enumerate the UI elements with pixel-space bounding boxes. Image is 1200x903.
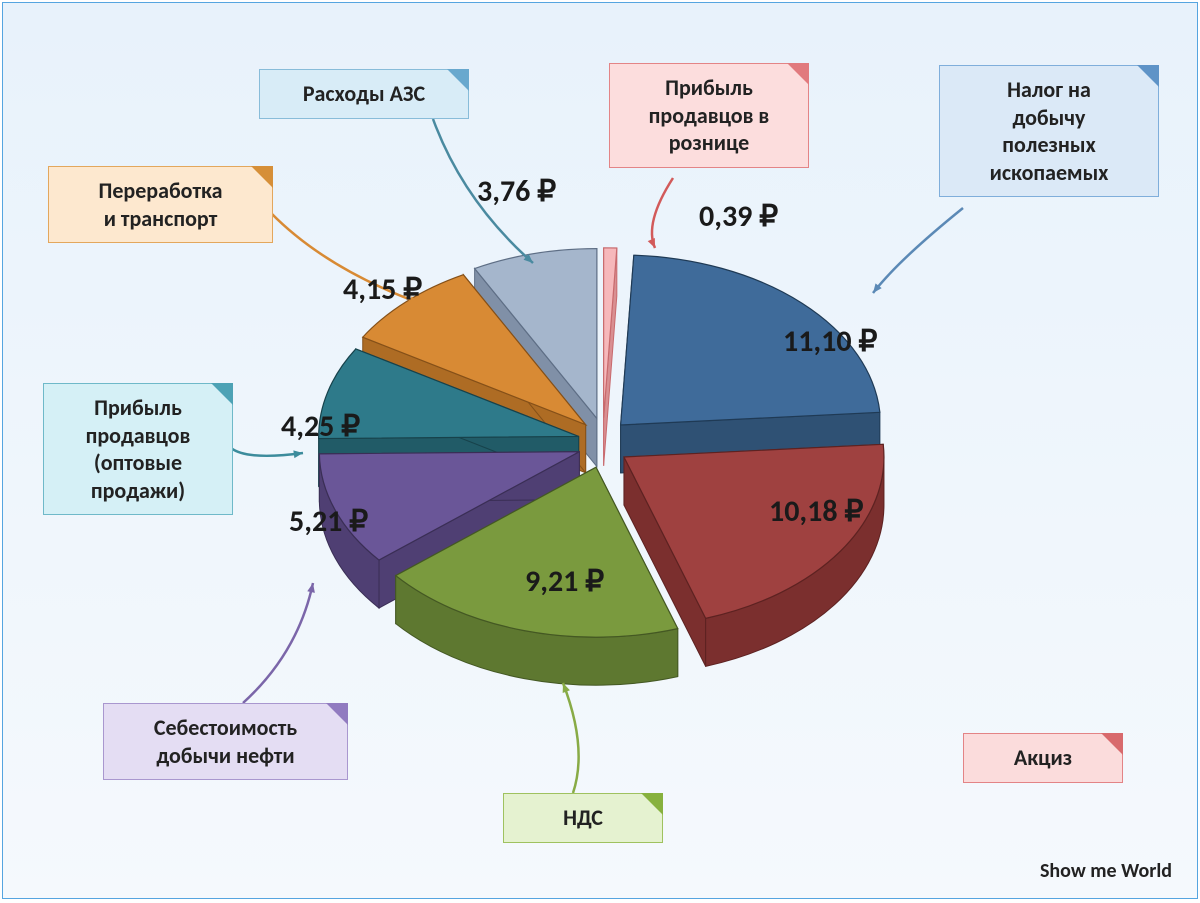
- callout-vat: НДС: [503, 793, 663, 843]
- leader-cost_extraction: [243, 583, 313, 703]
- watermark: Show me World: [1040, 859, 1172, 883]
- value-cost_extraction: 5,21 ₽: [289, 503, 368, 540]
- callout-processing_transport: Переработка и транспорт: [48, 166, 273, 243]
- value-mineral_tax: 11,10 ₽: [783, 323, 877, 360]
- value-excise: 10,18 ₽: [769, 493, 863, 530]
- leader-retail_profit: [652, 178, 673, 248]
- callout-azs_expenses: Расходы АЗС: [259, 69, 469, 119]
- callout-fold-wholesale_profit: [211, 383, 233, 405]
- callout-fold-excise: [1101, 733, 1123, 755]
- callout-retail_profit: Прибыль продавцов в рознице: [609, 63, 809, 168]
- callout-fold-mineral_tax: [1137, 65, 1159, 87]
- leader-wholesale_profit: [231, 448, 303, 456]
- leader-mineral_tax: [873, 208, 963, 293]
- value-azs_expenses: 3,76 ₽: [477, 173, 556, 210]
- callout-cost_extraction: Себестоимость добычи нефти: [103, 703, 348, 780]
- callout-fold-cost_extraction: [326, 703, 348, 725]
- value-processing_transport: 4,15 ₽: [343, 271, 422, 308]
- leader-vat: [563, 683, 579, 793]
- callout-fold-retail_profit: [787, 63, 809, 85]
- callout-mineral_tax: Налог на добычу полезных ископаемых: [939, 65, 1159, 197]
- value-vat: 9,21 ₽: [525, 563, 604, 600]
- value-wholesale_profit: 4,25 ₽: [281, 408, 360, 445]
- chart-frame: Прибыль продавцов в рознице 0,39 ₽ Налог н…: [2, 2, 1198, 899]
- value-retail_profit: 0,39 ₽: [699, 198, 778, 235]
- slice-retail_profit: [604, 248, 617, 418]
- callout-fold-processing_transport: [251, 166, 273, 188]
- callout-excise: Акциз: [963, 733, 1123, 783]
- callout-wholesale_profit: Прибыль продавцов (оптовые продажи): [43, 383, 233, 515]
- callout-fold-azs_expenses: [447, 69, 469, 91]
- callout-fold-vat: [641, 793, 663, 815]
